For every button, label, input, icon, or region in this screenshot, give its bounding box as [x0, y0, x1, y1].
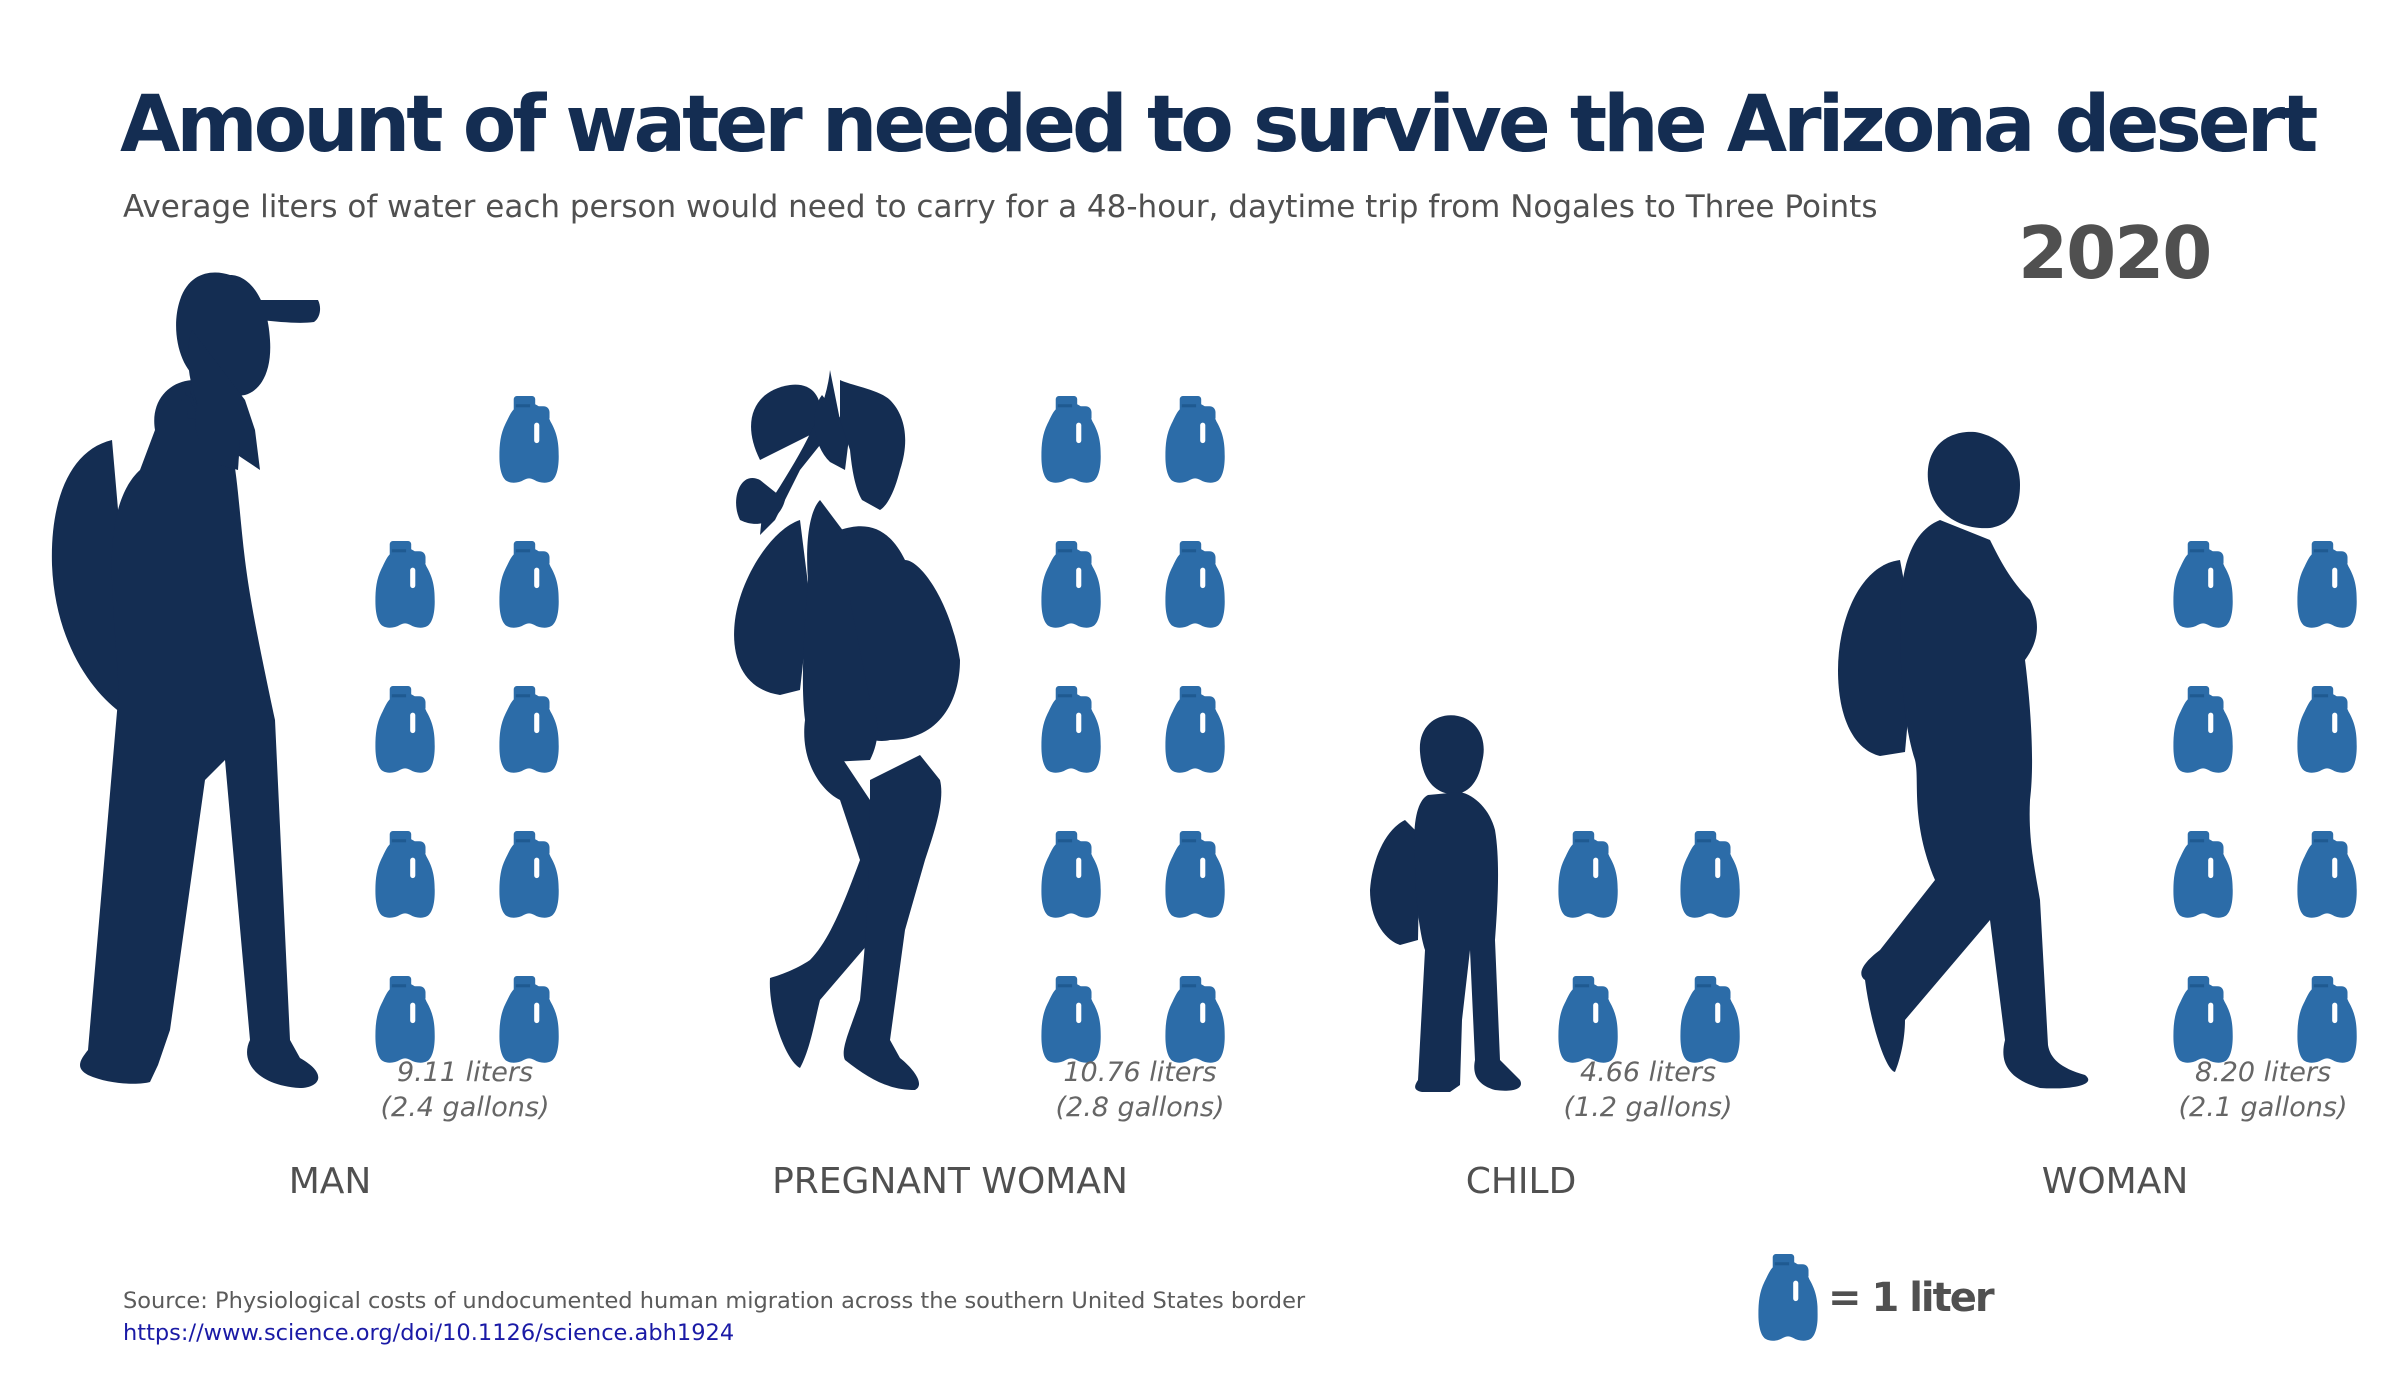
water-jug-icon: [1165, 976, 1225, 1063]
category-label: MAN: [289, 1161, 372, 1202]
source-text: Source: Physiological costs of undocumen…: [123, 1288, 1306, 1314]
source-link[interactable]: https://www.science.org/doi/10.1126/scie…: [123, 1320, 735, 1346]
water-jug-icon: [375, 541, 435, 628]
water-jug-icon: [499, 831, 559, 918]
water-jug-icon: [499, 976, 559, 1063]
value-label-gallons: (1.2 gallons): [1564, 1092, 1733, 1123]
water-jug-icon: [1680, 976, 1740, 1063]
water-jug-icon: [375, 831, 435, 918]
water-jug-icon: [1041, 686, 1101, 773]
chart-title: Amount of water needed to survive the Ar…: [120, 80, 2318, 170]
water-jug-icon: [2297, 831, 2357, 918]
water-jug-icon: [2173, 976, 2233, 1063]
water-jug-icon: [2297, 686, 2357, 773]
water-jug-icon: [1165, 686, 1225, 773]
water-jug-icon: [1558, 976, 1618, 1063]
child-silhouette-icon: [1370, 715, 1521, 1092]
value-label-gallons: (2.1 gallons): [2179, 1092, 2348, 1123]
water-jug-icon: [1041, 976, 1101, 1063]
woman-silhouette-icon: [1838, 431, 2089, 1089]
value-label-gallons: (2.4 gallons): [381, 1092, 550, 1123]
man-silhouette-icon: [51, 272, 321, 1088]
water-jug-icon: [1558, 831, 1618, 918]
value-label-gallons: (2.8 gallons): [1056, 1092, 1225, 1123]
category-labels: MAN PREGNANT WOMAN CHILD WOMAN: [289, 1161, 2189, 1202]
water-jug-icon: [499, 541, 559, 628]
water-jug-icon: [1165, 831, 1225, 918]
water-jug-icon: [1041, 396, 1101, 483]
water-jug-icon: [1165, 541, 1225, 628]
category-label: WOMAN: [2042, 1161, 2189, 1202]
water-jug-icon: [2297, 976, 2357, 1063]
legend-label: = 1 liter: [1828, 1275, 1995, 1321]
value-labels: 9.11 liters (2.4 gallons) 10.76 liters (2.8…: [381, 1057, 2348, 1123]
water-jug-icon: [375, 976, 435, 1063]
water-jug-icon: [1041, 831, 1101, 918]
water-jug-icon: [499, 396, 559, 483]
water-jug-icon: [2173, 686, 2233, 773]
water-jug-icon: [499, 686, 559, 773]
category-label: PREGNANT WOMAN: [772, 1161, 1128, 1202]
value-label-liters: 10.76 liters: [1063, 1057, 1216, 1088]
water-jug-icon: [1165, 396, 1225, 483]
legend-jug-icon: [1752, 1252, 1818, 1342]
year-label: 2020: [2018, 211, 2212, 295]
water-jug-icon: [2297, 541, 2357, 628]
water-jug-icon: [1680, 831, 1740, 918]
category-label: CHILD: [1466, 1161, 1577, 1202]
water-jug-icon: [375, 686, 435, 773]
value-label-liters: 9.11 liters: [397, 1057, 533, 1088]
chart-subtitle: Average liters of water each person woul…: [123, 189, 1878, 225]
value-label-liters: 4.66 liters: [1580, 1057, 1716, 1088]
water-jug-icon: [2173, 831, 2233, 918]
water-jug-grid: [375, 396, 2357, 1063]
pregnant-woman-silhouette-icon: [734, 370, 960, 1090]
value-label-liters: 8.20 liters: [2195, 1057, 2331, 1088]
water-jug-icon: [2173, 541, 2233, 628]
water-jug-icon: [1041, 541, 1101, 628]
